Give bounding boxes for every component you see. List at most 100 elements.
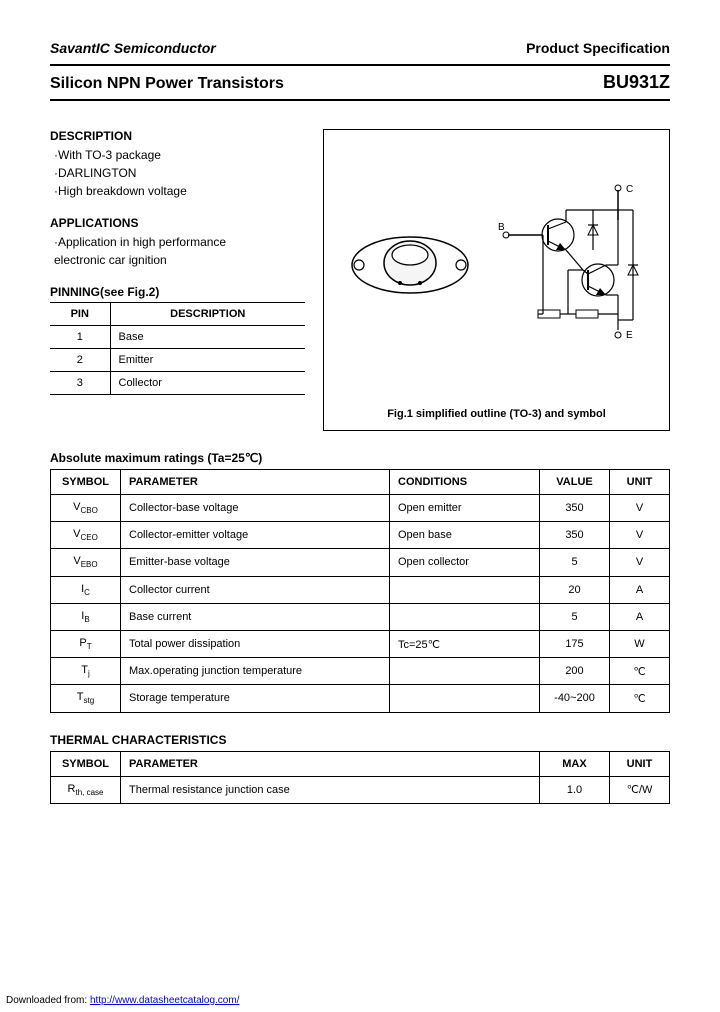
col-parameter: PARAMETER [121,751,540,776]
pinning-table: PIN DESCRIPTION 1 Base 2 Emitter 3 Colle… [50,302,305,395]
cell-conditions: Open collector [390,549,540,576]
cell-parameter: Max.operating junction temperature [121,658,390,685]
cell-parameter: Storage temperature [121,685,390,712]
table-row: 3 Collector [50,372,305,395]
cell-unit: V [610,495,670,522]
col-unit: UNIT [610,470,670,495]
company-name: SavantIC Semiconductor [50,40,216,56]
description-list: ·With TO-3 package ·DARLINGTON ·High bre… [50,146,305,200]
pin-desc: Collector [110,372,305,395]
col-unit: UNIT [610,751,670,776]
table-row: TjMax.operating junction temperature 200℃ [51,658,670,685]
applications-list: ·Application in high performance electro… [50,233,305,269]
ratings-table: SYMBOL PARAMETER CONDITIONS VALUE UNIT V… [50,469,670,713]
part-number: BU931Z [603,72,670,93]
table-row: TstgStorage temperature -40~200℃ [51,685,670,712]
footer-prefix: Downloaded from: [6,995,90,1006]
description-item: ·High breakdown voltage [50,182,305,200]
cell-symbol: VEBO [51,549,121,576]
pin-desc: Emitter [110,349,305,372]
pin-num: 2 [50,349,110,372]
thermal-heading: THERMAL CHARACTERISTICS [50,733,670,747]
cell-conditions [390,576,540,603]
table-row: PTTotal power dissipationTc=25℃175W [51,630,670,657]
thermal-table: SYMBOL PARAMETER MAX UNIT Rth, caseTherm… [50,751,670,804]
table-row: ICCollector current 20A [51,576,670,603]
download-footer: Downloaded from: http://www.datasheetcat… [6,995,239,1006]
footer-link[interactable]: http://www.datasheetcatalog.com/ [90,995,240,1006]
cell-value: 20 [540,576,610,603]
page-header: SavantIC Semiconductor Product Specifica… [50,40,670,56]
cell-symbol: PT [51,630,121,657]
title-bar: Silicon NPN Power Transistors BU931Z [50,64,670,101]
cell-unit: ℃ [610,685,670,712]
cell-value: 350 [540,495,610,522]
cell-parameter: Collector-emitter voltage [121,522,390,549]
col-parameter: PARAMETER [121,470,390,495]
cell-conditions [390,658,540,685]
cell-conditions: Open emitter [390,495,540,522]
schematic-symbol-icon: C B [498,180,648,350]
applications-heading: APPLICATIONS [50,216,305,230]
cell-parameter: Collector current [121,576,390,603]
applications-item: ·Application in high performance [50,233,305,251]
col-symbol: SYMBOL [51,751,121,776]
product-line: Silicon NPN Power Transistors [50,75,284,93]
table-row: IBBase current 5A [51,603,670,630]
cell-unit: W [610,630,670,657]
pin-desc: Base [110,326,305,349]
applications-item: electronic car ignition [50,251,305,269]
col-conditions: CONDITIONS [390,470,540,495]
cell-unit: A [610,603,670,630]
col-max: MAX [540,751,610,776]
cell-conditions [390,685,540,712]
pinning-heading: PINNING(see Fig.2) [50,285,305,299]
pin-num: 3 [50,372,110,395]
description-item: ·DARLINGTON [50,164,305,182]
cell-unit: ℃/W [610,776,670,803]
table-row: VCBOCollector-base voltageOpen emitter35… [51,495,670,522]
cell-symbol: IC [51,576,121,603]
terminal-e-label: E [626,330,633,341]
cell-symbol: Tj [51,658,121,685]
table-row: 2 Emitter [50,349,305,372]
cell-conditions [390,603,540,630]
cell-conditions: Tc=25℃ [390,630,540,657]
cell-parameter: Emitter-base voltage [121,549,390,576]
table-row: VEBOEmitter-base voltageOpen collector5V [51,549,670,576]
cell-value: 5 [540,603,610,630]
cell-value: 175 [540,630,610,657]
package-outline-icon [345,215,475,315]
cell-value: 200 [540,658,610,685]
table-row: VCEOCollector-emitter voltageOpen base35… [51,522,670,549]
cell-parameter: Base current [121,603,390,630]
col-symbol: SYMBOL [51,470,121,495]
cell-value: 5 [540,549,610,576]
cell-value: -40~200 [540,685,610,712]
cell-symbol: Tstg [51,685,121,712]
cell-symbol: Rth, case [51,776,121,803]
cell-unit: ℃ [610,658,670,685]
cell-symbol: VCBO [51,495,121,522]
cell-parameter: Collector-base voltage [121,495,390,522]
table-row: 1 Base [50,326,305,349]
pin-desc-header: DESCRIPTION [110,303,305,326]
cell-unit: A [610,576,670,603]
figure-caption: Fig.1 simplified outline (TO-3) and symb… [324,408,669,420]
description-item: ·With TO-3 package [50,146,305,164]
spec-label: Product Specification [526,40,670,56]
cell-max: 1.0 [540,776,610,803]
cell-parameter: Total power dissipation [121,630,390,657]
description-heading: DESCRIPTION [50,129,305,143]
cell-conditions: Open base [390,522,540,549]
table-row: Rth, caseThermal resistance junction cas… [51,776,670,803]
pin-col-header: PIN [50,303,110,326]
cell-unit: V [610,549,670,576]
ratings-heading: Absolute maximum ratings (Ta=25℃) [50,451,670,465]
col-value: VALUE [540,470,610,495]
cell-unit: V [610,522,670,549]
pin-num: 1 [50,326,110,349]
cell-symbol: IB [51,603,121,630]
terminal-b-label: B [498,222,505,233]
figure-box: C B [323,129,670,431]
